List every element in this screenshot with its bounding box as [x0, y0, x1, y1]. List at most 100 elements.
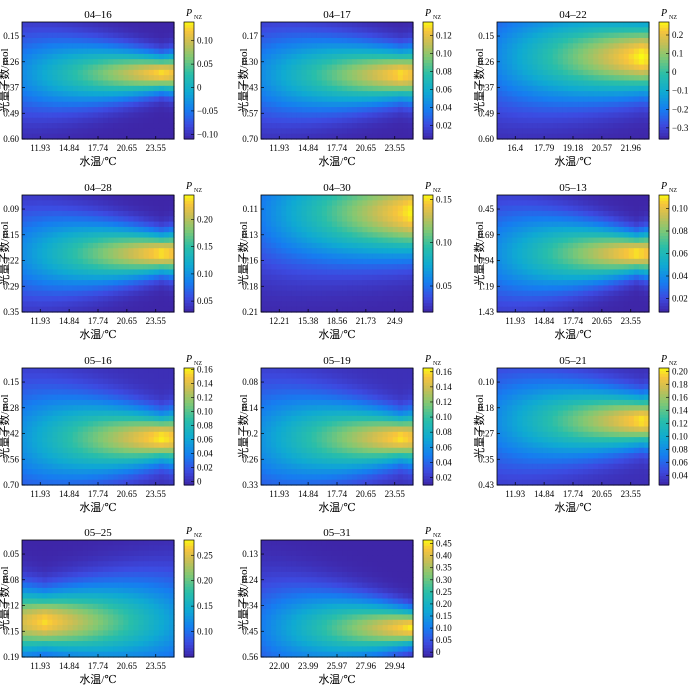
heatmap-cell	[296, 22, 303, 28]
heatmap-cell	[342, 112, 348, 119]
heatmap-cell	[143, 53, 150, 60]
heatmap-cell	[382, 269, 389, 276]
heatmap-cell	[82, 378, 89, 385]
heatmap-cell	[552, 274, 559, 281]
heatmap-cell	[357, 59, 363, 66]
heatmap-cell	[326, 301, 333, 308]
heatmap-cell	[593, 53, 599, 60]
heatmap-cell	[633, 306, 640, 313]
heatmap-cell	[613, 69, 620, 76]
heatmap-cell	[331, 290, 338, 297]
heatmap-cell	[291, 264, 298, 271]
heatmap-cell	[98, 389, 104, 396]
heatmap-cell	[42, 389, 48, 396]
heatmap-cell	[562, 200, 569, 207]
heatmap-cell	[377, 107, 384, 114]
heatmap-cell	[613, 101, 620, 108]
heatmap-cell	[32, 415, 38, 422]
heatmap-cell	[552, 232, 559, 239]
heatmap-cell	[276, 117, 282, 124]
heatmap-cell	[557, 269, 564, 276]
heatmap-cell	[608, 269, 615, 276]
heatmap-cell	[82, 128, 89, 135]
heatmap-cell	[138, 269, 145, 276]
colorbar-tick-label: −0.05	[197, 106, 218, 116]
heatmap-cell	[42, 48, 48, 55]
heatmap-cell	[603, 221, 610, 228]
heatmap-cell	[628, 248, 635, 255]
heatmap-cell	[32, 301, 38, 308]
heatmap-cell	[397, 285, 404, 292]
heatmap-cell	[123, 27, 129, 34]
heatmap-cell	[331, 22, 338, 28]
heatmap-cell	[387, 216, 394, 223]
heatmap-cell	[22, 463, 28, 470]
heatmap-cell	[316, 205, 323, 212]
heatmap-cell	[113, 248, 119, 255]
heatmap-cell	[362, 112, 368, 119]
heatmap-cell	[87, 37, 94, 44]
heatmap-cell	[67, 32, 74, 39]
heatmap-cell	[158, 242, 165, 249]
heatmap-cell	[108, 389, 114, 396]
colorbar-segment	[184, 291, 194, 296]
heatmap-cell	[98, 133, 104, 140]
heatmap-cell	[57, 274, 64, 281]
heatmap-cell	[502, 285, 508, 292]
heatmap-cell	[392, 306, 399, 313]
heatmap-cell	[311, 107, 318, 114]
colorbar-segment	[659, 80, 669, 85]
heatmap-cell	[311, 306, 318, 313]
heatmap-cell	[517, 253, 523, 260]
heatmap-cell	[613, 242, 620, 249]
heatmap-cell	[306, 242, 313, 249]
heatmap-cell	[517, 96, 523, 103]
heatmap-cell	[547, 226, 554, 233]
heatmap-cell	[573, 112, 579, 119]
heatmap-cell	[567, 221, 574, 228]
heatmap-cell	[261, 59, 267, 66]
heatmap-cell	[628, 216, 635, 223]
heatmap-cell	[163, 453, 170, 460]
heatmap-cell	[387, 37, 394, 44]
heatmap-cell	[311, 274, 318, 281]
heatmap-cell	[168, 101, 175, 108]
heatmap-cell	[497, 133, 503, 140]
heatmap-cell	[158, 442, 165, 449]
heatmap-cell	[57, 373, 64, 380]
heatmap-cell	[286, 242, 292, 249]
heatmap-cell	[27, 253, 33, 260]
heatmap-cell	[163, 107, 170, 114]
heatmap-cell	[542, 101, 549, 108]
heatmap-cell	[67, 447, 74, 454]
heatmap-cell	[103, 447, 109, 454]
heatmap-cell	[547, 101, 554, 108]
heatmap-cell	[276, 242, 282, 249]
heatmap-cell	[316, 80, 323, 87]
heatmap-cell	[27, 389, 33, 396]
heatmap-cell	[67, 75, 74, 82]
heatmap-cell	[583, 27, 589, 34]
heatmap-cell	[522, 269, 528, 276]
x-tick-label: 11.93	[505, 316, 525, 326]
heatmap-cell	[598, 32, 604, 39]
heatmap-cell	[613, 210, 620, 217]
heatmap-cell	[138, 399, 145, 406]
heatmap-cell	[271, 221, 277, 228]
heatmap-cell	[316, 226, 323, 233]
heatmap-cell	[118, 101, 124, 108]
heatmap-cell	[261, 128, 267, 135]
heatmap-cell	[153, 75, 160, 82]
heatmap-cell	[352, 91, 358, 98]
heatmap-cell	[143, 447, 150, 454]
heatmap-cell	[567, 258, 574, 265]
heatmap-cell	[578, 32, 584, 39]
heatmap-cell	[562, 248, 569, 255]
colorbar-segment	[659, 127, 669, 131]
heatmap-cell	[153, 123, 160, 129]
heatmap-cell	[32, 75, 38, 82]
heatmap-cell	[517, 48, 523, 55]
heatmap-cell	[163, 296, 170, 302]
heatmap-cell	[133, 200, 140, 207]
heatmap-cell	[103, 48, 109, 55]
